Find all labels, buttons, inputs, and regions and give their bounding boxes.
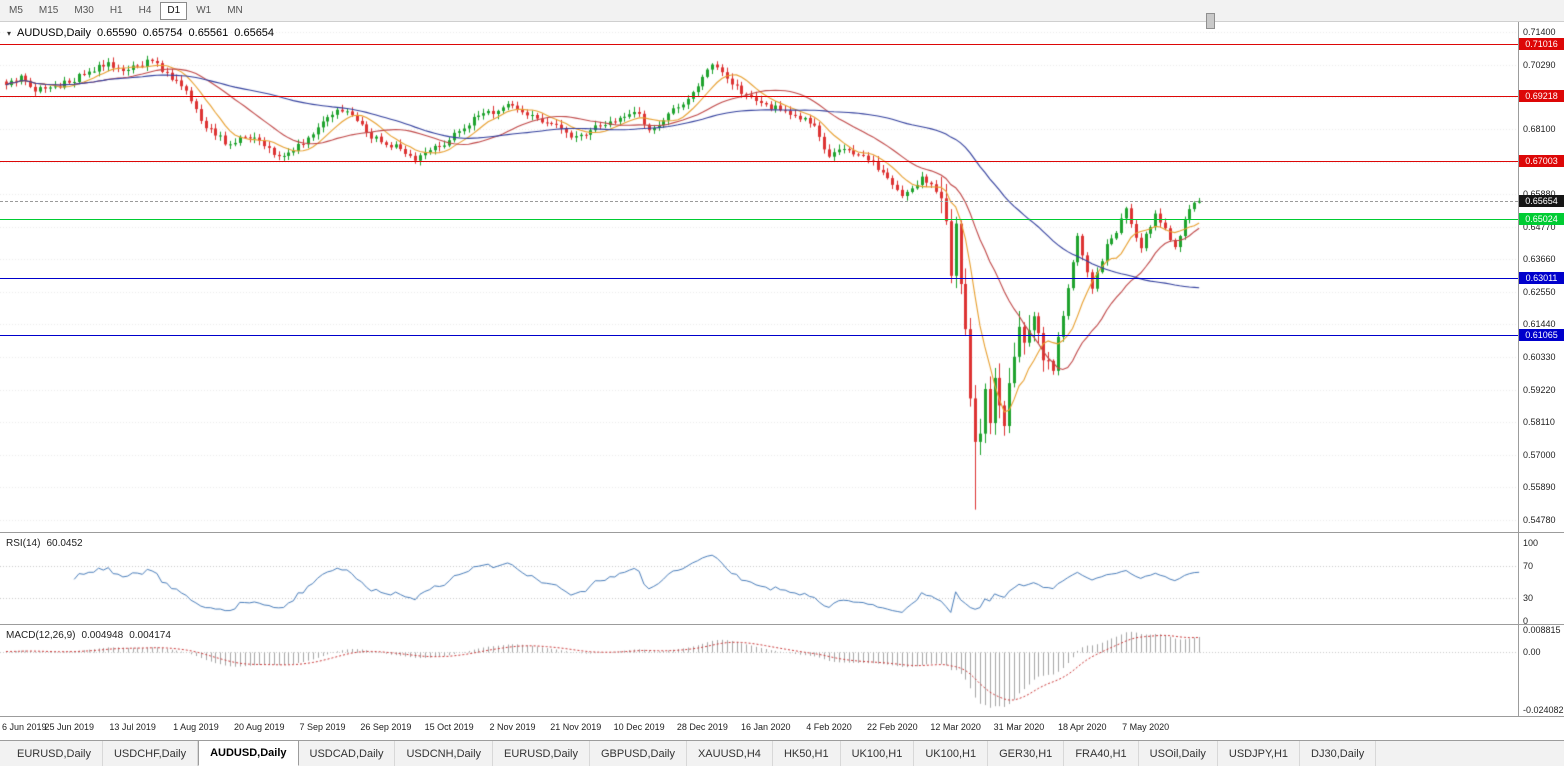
- chart-tab-uk100-h1[interactable]: UK100,H1: [841, 741, 915, 766]
- price-axis-tick: 0.58110: [1523, 417, 1555, 428]
- price-axis-tick: 0.68100: [1523, 124, 1556, 135]
- date-axis-label: 12 Mar 2020: [930, 722, 981, 732]
- resistance-price-badge: 0.67003: [1519, 155, 1564, 168]
- date-axis-label: 10 Dec 2019: [613, 722, 665, 732]
- resistance-price-badge: 0.69218: [1519, 90, 1564, 103]
- chart-shift-marker[interactable]: [1206, 13, 1215, 29]
- chart-open-value: 0.65590: [96, 27, 137, 39]
- rsi-value: 60.0452: [46, 538, 83, 549]
- timeframe-toolbar: M5 M15 M30 H1 H4 D1 W1 MN: [0, 0, 1564, 22]
- symbol-caret-icon: ▾: [7, 28, 12, 38]
- timeframe-button-d1[interactable]: D1: [160, 1, 188, 20]
- macd-indicator-label: MACD(12,26,9) 0.004948 0.004174: [6, 630, 171, 641]
- current-price-badge: 0.65654: [1519, 194, 1564, 207]
- chart-tab-gbpusd-daily[interactable]: GBPUSD,Daily: [590, 741, 687, 766]
- timeframe-button-h4[interactable]: H4: [138, 4, 152, 16]
- chart-low-value: 0.65561: [188, 27, 229, 39]
- chart-ohlc-header: ▾ AUDUSD,Daily 0.65590 0.65754 0.65561 0…: [7, 27, 274, 39]
- chart-tabs-bar: EURUSD,Daily USDCHF,Daily AUDUSD,Daily USDC…: [0, 740, 1564, 766]
- pivot-price-badge: 0.65024: [1519, 213, 1564, 226]
- date-axis-label: 4 Feb 2020: [806, 722, 852, 732]
- chart-tab-uk100-h1[interactable]: UK100,H1: [914, 741, 989, 766]
- chart-tab-eurusd-daily[interactable]: EURUSD,Daily: [493, 741, 590, 766]
- price-axis-tick: 0.61440: [1523, 319, 1556, 330]
- timeframe-button-m30[interactable]: M30: [74, 4, 94, 16]
- chart-tab-audusd-daily[interactable]: AUDUSD,Daily: [198, 740, 299, 766]
- price-axis-tick: 0.63660: [1523, 254, 1556, 265]
- date-axis-label: 1 Aug 2019: [173, 722, 219, 732]
- date-axis-label: 22 Feb 2020: [867, 722, 918, 732]
- price-axis-tick: 0.70290: [1523, 59, 1556, 70]
- date-axis-label: 7 Sep 2019: [299, 722, 346, 732]
- date-axis-label: 25 Jun 2019: [44, 722, 95, 732]
- price-axis-tick: 0.57000: [1523, 449, 1556, 460]
- price-axis-tick: 0.64770: [1523, 221, 1556, 232]
- macd-signal-value: 0.004174: [129, 630, 171, 641]
- date-axis-label: 6 Jun 2019: [2, 722, 47, 732]
- chart-close-value: 0.65654: [234, 27, 275, 39]
- price-axis-tick: 0.62550: [1523, 286, 1556, 297]
- date-axis-label: 21 Nov 2019: [550, 722, 602, 732]
- date-axis-label: 20 Aug 2019: [233, 722, 285, 732]
- date-axis-label: 13 Jul 2019: [109, 722, 156, 732]
- macd-name: MACD(12,26,9): [6, 630, 76, 641]
- rsi-axis-tick: 70: [1523, 561, 1534, 572]
- chart-tab-usdjpy-h1[interactable]: USDJPY,H1: [1218, 741, 1301, 766]
- price-axis-tick: 0.59220: [1523, 384, 1556, 395]
- resistance-price-badge: 0.71016: [1519, 37, 1564, 50]
- price-axis-tick: 0.60330: [1523, 352, 1556, 363]
- price-axis-tick: 0.55890: [1523, 482, 1556, 493]
- date-axis-label: 15 Oct 2019: [424, 722, 474, 732]
- chart-symbol: AUDUSD,Daily: [17, 27, 91, 39]
- chart-tab-dj30-daily[interactable]: DJ30,Daily: [1300, 741, 1377, 766]
- date-axis-label: 26 Sep 2019: [360, 722, 412, 732]
- date-axis-label: 31 Mar 2020: [993, 722, 1045, 732]
- price-axis-tick: 0.69180: [1523, 92, 1556, 103]
- rsi-axis-tick: 100: [1523, 538, 1539, 548]
- support-price-badge: 0.61065: [1519, 329, 1564, 342]
- rsi-pane-canvas[interactable]: [0, 534, 1518, 624]
- timeframe-button-mn[interactable]: MN: [227, 4, 243, 16]
- price-chart-canvas[interactable]: [0, 22, 1518, 532]
- price-axis-tick: 0.71400: [1523, 27, 1556, 38]
- pane-separator-main-rsi[interactable]: [0, 532, 1564, 533]
- macd-axis-tick: 0.00: [1523, 646, 1541, 657]
- date-axis-label: 16 Jan 2020: [740, 722, 791, 732]
- chart-tab-fra40-h1[interactable]: FRA40,H1: [1064, 741, 1139, 766]
- chart-tab-usoil-daily[interactable]: USOil,Daily: [1139, 741, 1218, 766]
- macd-main-value: 0.004948: [81, 630, 124, 641]
- chart-tab-ger30-h1[interactable]: GER30,H1: [988, 741, 1065, 766]
- date-axis-label: 2 Nov 2019: [489, 722, 536, 732]
- chart-tab-xauusd-h4[interactable]: XAUUSD,H4: [687, 741, 773, 766]
- price-axis-border: [1518, 22, 1519, 716]
- chart-tab-usdchf-daily[interactable]: USDCHF,Daily: [103, 741, 199, 766]
- price-axis-tick: 0.65880: [1523, 189, 1556, 200]
- date-axis-label: 18 Apr 2020: [1057, 722, 1107, 732]
- rsi-indicator-label: RSI(14) 60.0452: [6, 538, 83, 549]
- macd-axis-tick: -0.024082: [1523, 705, 1564, 716]
- chart-tab-usdcad-daily[interactable]: USDCAD,Daily: [299, 741, 396, 766]
- rsi-axis-tick: 30: [1523, 592, 1534, 603]
- pane-separator-rsi-macd[interactable]: [0, 624, 1564, 625]
- date-axis-label: 28 Dec 2019: [676, 722, 728, 732]
- chart-high-value: 0.65754: [142, 27, 183, 39]
- macd-pane-canvas[interactable]: [0, 626, 1518, 716]
- timeframe-button-m15[interactable]: M15: [38, 4, 59, 16]
- chart-tab-usdcnh-daily[interactable]: USDCNH,Daily: [395, 741, 494, 766]
- support-price-badge: 0.63011: [1519, 272, 1564, 285]
- price-axis-tick: 0.66990: [1523, 156, 1556, 167]
- timeframe-button-h1[interactable]: H1: [109, 4, 123, 16]
- macd-axis-tick: 0.008815: [1523, 625, 1561, 636]
- chart-tab-eurusd-daily[interactable]: EURUSD,Daily: [6, 741, 103, 766]
- price-axis-tick: 0.54780: [1523, 514, 1556, 525]
- rsi-name: RSI(14): [6, 538, 41, 549]
- chart-tab-hk50-h1[interactable]: HK50,H1: [773, 741, 841, 766]
- date-axis-label: 7 May 2020: [1122, 722, 1170, 732]
- pane-separator-macd-axis: [0, 716, 1564, 717]
- timeframe-button-m5[interactable]: M5: [9, 4, 23, 16]
- timeframe-button-w1[interactable]: W1: [196, 4, 212, 16]
